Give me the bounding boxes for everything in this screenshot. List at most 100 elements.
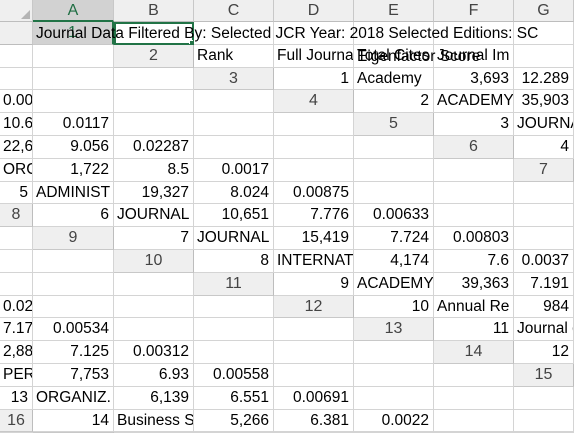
column-header-e[interactable]: E (354, 0, 434, 22)
row-header-8[interactable]: 8 (0, 204, 33, 227)
cell-empty[interactable] (274, 136, 354, 159)
journal-name-cell[interactable]: Journal of (514, 318, 574, 341)
cell-empty[interactable] (33, 68, 114, 91)
rank-cell[interactable]: 5 (0, 182, 33, 205)
cell-empty[interactable] (194, 136, 274, 159)
cell-empty[interactable] (274, 318, 354, 341)
row-header-5[interactable]: 5 (354, 113, 434, 136)
cell-row1[interactable] (0, 45, 33, 68)
total-cites-cell[interactable]: 1,722 (33, 159, 114, 182)
cell-empty[interactable] (354, 136, 434, 159)
cell-empty[interactable] (194, 113, 274, 136)
impact-factor-cell[interactable]: 9.056 (33, 136, 114, 159)
impact-factor-cell[interactable]: 6.93 (114, 364, 194, 387)
eigenfactor-cell[interactable]: 0.0022 (354, 410, 434, 433)
total-cites-cell[interactable]: 3,693 (434, 68, 514, 91)
cell-empty[interactable] (434, 410, 514, 433)
rank-cell[interactable]: 7 (114, 227, 194, 250)
cell-empty[interactable] (434, 159, 514, 182)
impact-factor-cell[interactable]: 7.179 (0, 318, 33, 341)
eigenfactor-cell[interactable]: 0.0098 (0, 90, 33, 113)
row-header-4[interactable]: 4 (274, 90, 354, 113)
rank-cell[interactable]: 13 (0, 387, 33, 410)
cell-empty[interactable] (33, 250, 114, 273)
column-header-c[interactable]: C (194, 0, 274, 22)
journal-name-cell[interactable]: Academy (354, 68, 434, 91)
select-all-corner[interactable] (0, 0, 33, 22)
cell-empty[interactable] (354, 182, 434, 205)
impact-factor-cell[interactable]: 7.6 (434, 250, 514, 273)
rank-cell[interactable]: 10 (354, 296, 434, 319)
cell-row1[interactable] (33, 45, 114, 68)
impact-factor-cell[interactable]: 10.632 (0, 113, 33, 136)
total-cites-cell[interactable]: 39,363 (434, 273, 514, 296)
total-cites-cell[interactable]: 2,887 (0, 341, 33, 364)
cell-e2[interactable] (514, 45, 574, 68)
eigenfactor-cell[interactable]: 0.02976 (0, 296, 33, 319)
impact-factor-cell[interactable]: 7.776 (274, 204, 354, 227)
cell-empty[interactable] (434, 364, 514, 387)
cell-empty[interactable] (514, 387, 574, 410)
eigenfactor-cell[interactable]: 0.00875 (274, 182, 354, 205)
row-header-15[interactable]: 15 (514, 364, 574, 387)
total-cites-cell[interactable]: 7,753 (33, 364, 114, 387)
rank-cell[interactable]: 12 (514, 341, 574, 364)
cell-row1[interactable] (434, 22, 514, 45)
cell-empty[interactable] (114, 273, 194, 296)
total-cites-cell[interactable]: 19,327 (114, 182, 194, 205)
rank-cell[interactable]: 2 (354, 90, 434, 113)
cell-empty[interactable] (514, 410, 574, 433)
impact-factor-cell[interactable]: 12.289 (514, 68, 574, 91)
eigenfactor-cell[interactable]: 0.00803 (434, 227, 514, 250)
header-journal-impact[interactable]: Journal Im (434, 45, 514, 68)
cell-row1[interactable] (274, 22, 354, 45)
cell-empty[interactable] (354, 341, 434, 364)
cell-row1[interactable] (194, 22, 274, 45)
eigenfactor-cell[interactable]: 0.02287 (114, 136, 194, 159)
rank-cell[interactable]: 11 (434, 318, 514, 341)
total-cites-cell[interactable]: 10,651 (194, 204, 274, 227)
cell-empty[interactable] (33, 273, 114, 296)
cell-row1[interactable] (354, 22, 434, 45)
cell-empty[interactable] (274, 364, 354, 387)
total-cites-cell[interactable]: 984 (514, 296, 574, 319)
row-header-14[interactable]: 14 (434, 341, 514, 364)
row-header-12[interactable]: 12 (274, 296, 354, 319)
cell-row1[interactable] (514, 22, 574, 45)
cell-empty[interactable] (514, 227, 574, 250)
journal-name-cell[interactable]: ADMINIST (33, 182, 114, 205)
column-header-b[interactable]: B (114, 0, 194, 22)
journal-name-cell[interactable]: PERSONN (0, 364, 33, 387)
eigenfactor-cell[interactable]: 0.0017 (194, 159, 274, 182)
cell-empty[interactable] (114, 68, 194, 91)
journal-name-cell[interactable]: JOURNAL (114, 204, 194, 227)
cell-empty[interactable] (434, 182, 514, 205)
cell-empty[interactable] (434, 387, 514, 410)
header-full-journal[interactable]: Full Journa (274, 45, 354, 68)
cell-empty[interactable] (274, 113, 354, 136)
cell-empty[interactable] (114, 90, 194, 113)
cell-empty[interactable] (354, 387, 434, 410)
total-cites-cell[interactable]: 35,903 (514, 90, 574, 113)
row-header-11[interactable]: 11 (194, 273, 274, 296)
impact-factor-cell[interactable]: 8.024 (194, 182, 274, 205)
row-header-1[interactable]: 1 (33, 22, 114, 45)
impact-factor-cell[interactable]: 7.724 (354, 227, 434, 250)
journal-name-cell[interactable]: Business S (114, 410, 194, 433)
total-cites-cell[interactable]: 15,419 (274, 227, 354, 250)
cell-empty[interactable] (0, 68, 33, 91)
cell-empty[interactable] (114, 113, 194, 136)
cell-empty[interactable] (514, 182, 574, 205)
rank-cell[interactable]: 14 (33, 410, 114, 433)
rank-cell[interactable]: 6 (33, 204, 114, 227)
eigenfactor-cell[interactable]: 0.00633 (354, 204, 434, 227)
cell-empty[interactable] (514, 204, 574, 227)
cell-empty[interactable] (194, 318, 274, 341)
total-cites-cell[interactable]: 22,640 (0, 136, 33, 159)
column-header-a[interactable]: A (33, 0, 114, 22)
column-header-f[interactable]: F (434, 0, 514, 22)
journal-name-cell[interactable]: INTERNAT (274, 250, 354, 273)
impact-factor-cell[interactable]: 7.125 (33, 341, 114, 364)
rank-cell[interactable]: 4 (514, 136, 574, 159)
cell-empty[interactable] (274, 159, 354, 182)
